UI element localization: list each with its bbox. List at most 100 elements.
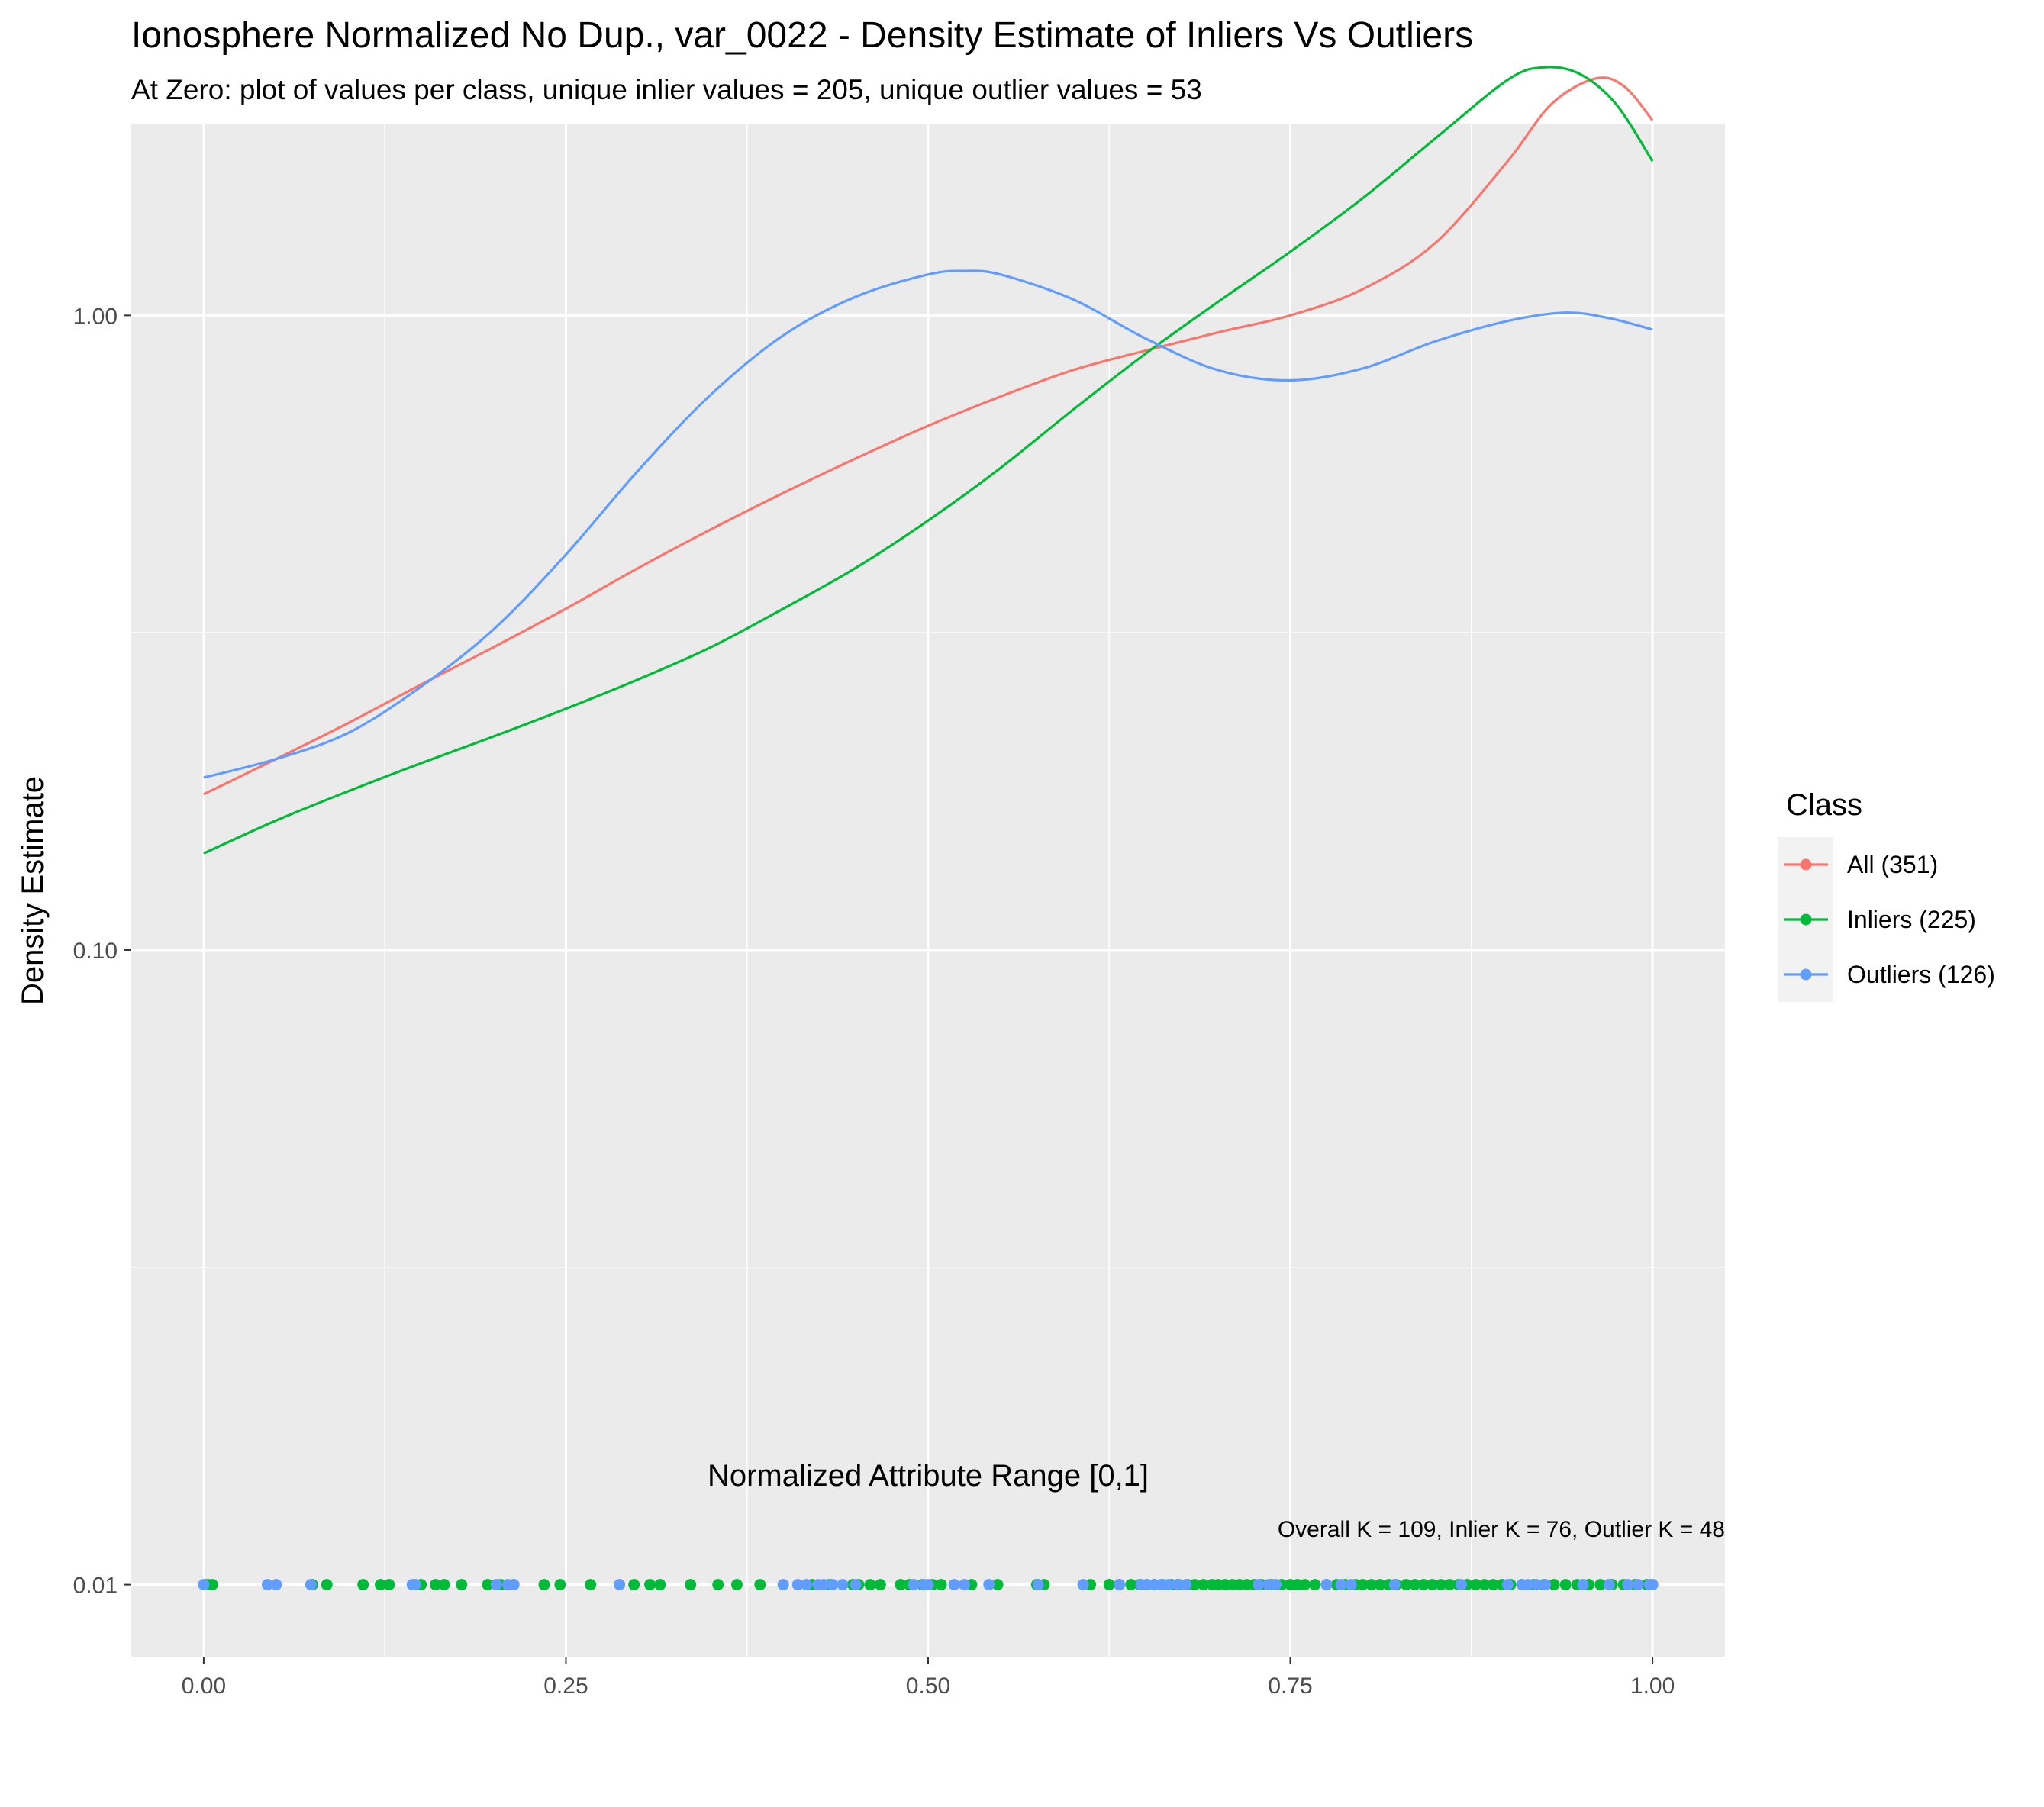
rug-point [206,1579,218,1591]
legend-label: Outliers (126) [1847,961,1995,988]
legend-key-point [1800,968,1812,981]
rug-point [1427,1579,1439,1591]
legend-title: Class [1786,788,1862,822]
rug-point [261,1579,273,1591]
rug-point [1299,1579,1311,1591]
rug-point [1077,1579,1089,1591]
rug-point [1365,1579,1378,1591]
rug-point [654,1579,666,1591]
y-axis-label: Density Estimate [16,776,50,1005]
legend: Class All (351) Inliers (225) Outliers (12… [1778,788,1995,1002]
rug-point [1417,1579,1430,1591]
legend-label: Inliers (225) [1847,906,1976,933]
rug-point [482,1579,494,1591]
chart-caption: Overall K = 109, Inlier K = 76, Outlier … [1278,1517,1725,1542]
rug-point [409,1579,421,1591]
rug-point [864,1579,876,1591]
rug-point [305,1579,317,1591]
y-tick-label: 0.01 [73,1573,118,1599]
rug-point [1501,1579,1514,1591]
rug-point [730,1579,743,1591]
y-tick-label: 1.00 [73,304,118,329]
legend-label: All (351) [1847,851,1938,878]
rug-point [538,1579,550,1591]
rug-point [1603,1579,1615,1591]
rug-point [456,1579,468,1591]
legend-key-point [1800,913,1812,926]
rug-point [1539,1579,1552,1591]
rug-point [270,1579,282,1591]
rug-point [922,1579,934,1591]
x-axis: 0.00 0.25 0.50 0.75 1.00 [182,1657,1675,1699]
rug-point [1435,1579,1447,1591]
rug-point [801,1579,813,1591]
chart-title: Ionosphere Normalized No Dup., var_0022 … [131,15,1473,56]
series-line [203,269,1653,779]
rug-point [1032,1579,1044,1591]
rug-point [490,1579,502,1591]
rug-point [754,1579,766,1591]
rug-point [827,1579,839,1591]
x-tick-label: 0.00 [182,1673,226,1699]
rug-point [817,1579,830,1591]
rug-point [321,1579,333,1591]
rug-point [874,1579,886,1591]
rug-point [1594,1579,1607,1591]
rug-point [1409,1579,1421,1591]
rug-points [198,1579,1659,1591]
series-line [203,66,1654,855]
rug-point [948,1579,960,1591]
rug-point [908,1579,920,1591]
rug-point [644,1579,656,1591]
rug-point [1388,1579,1401,1591]
rug-point [1188,1579,1201,1591]
rug-point [198,1579,210,1591]
rug-point [1443,1579,1456,1591]
y-axis: 0.01 0.10 1.00 [73,304,131,1599]
rug-point [685,1579,697,1591]
rug-point [357,1579,369,1591]
rug-point [1646,1579,1659,1591]
rug-point [1522,1579,1534,1591]
rug-point [614,1579,626,1591]
chart-subtitle: At Zero: plot of values per class, uniqu… [131,74,1202,105]
rug-point [1577,1579,1589,1591]
density-lines [203,66,1654,855]
rug-point [1125,1579,1137,1591]
rug-point [1374,1579,1386,1591]
x-tick-label: 0.50 [906,1673,950,1699]
rug-point [1487,1579,1499,1591]
rug-point [1632,1579,1644,1591]
rug-point [374,1579,386,1591]
x-tick-label: 0.25 [543,1673,588,1699]
rug-point [508,1579,520,1591]
y-tick-label: 0.10 [73,939,118,964]
rug-point [1400,1579,1412,1591]
rug-point [1270,1579,1282,1591]
rug-point [1171,1579,1183,1591]
rug-point [1478,1579,1491,1591]
rug-point [1356,1579,1369,1591]
rug-point [1345,1579,1357,1591]
legend-key-point [1800,858,1812,871]
rug-point [958,1579,970,1591]
rug-point [1470,1579,1482,1591]
rug-point [712,1579,724,1591]
rug-point [1530,1579,1543,1591]
x-tick-label: 0.75 [1268,1673,1312,1699]
rug-point [791,1579,804,1591]
rug-point [430,1579,442,1591]
rug-point [585,1579,597,1591]
series-line [203,76,1654,796]
rug-point [1456,1579,1468,1591]
rug-point [850,1579,862,1591]
rug-point [383,1579,395,1591]
rug-point [1162,1579,1175,1591]
rug-point [1114,1579,1126,1591]
rug-point [837,1579,849,1591]
rug-point [777,1579,789,1591]
rug-point [1335,1579,1347,1591]
rug-point [1253,1579,1265,1591]
rug-point [1559,1579,1572,1591]
